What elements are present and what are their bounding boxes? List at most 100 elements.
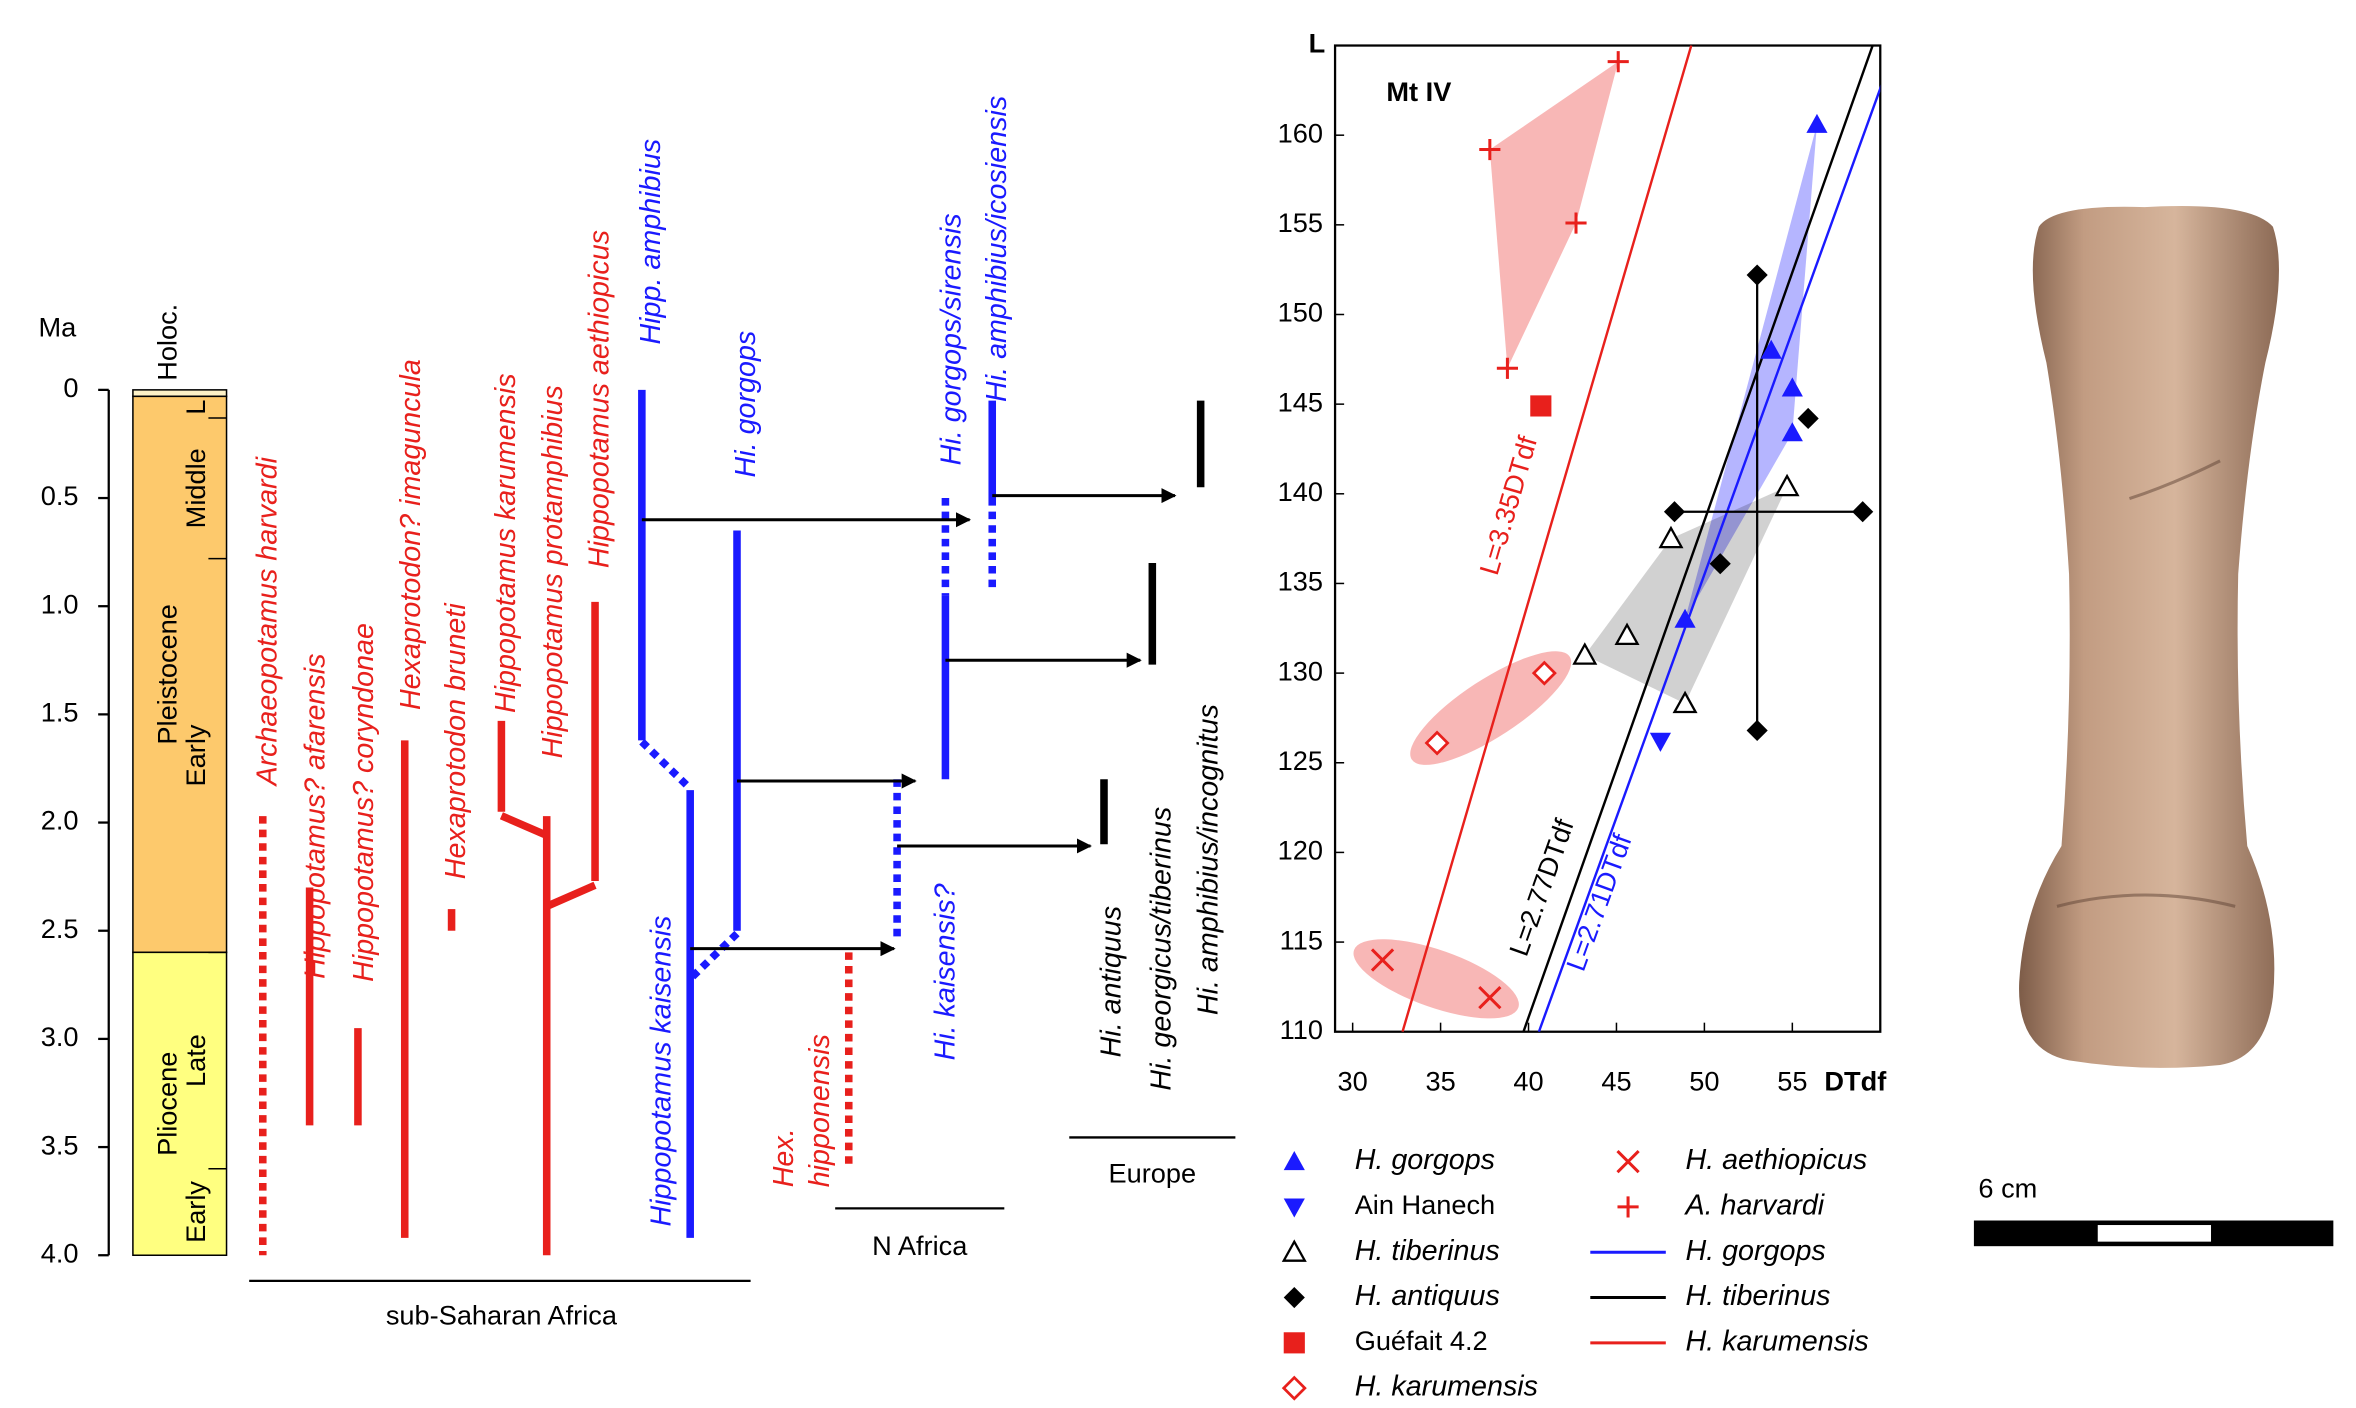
legend-label: H. gorgops xyxy=(1355,1144,1495,1176)
plot-frame xyxy=(1333,44,1882,1033)
taxon-label: Hex. xyxy=(768,1128,800,1187)
y-tick-label: 2.5 xyxy=(41,913,79,944)
stage-label: Late xyxy=(180,1034,211,1087)
taxon-label: Archaeopotamus harvardi xyxy=(251,455,283,787)
scale-label: 6 cm xyxy=(1978,1172,2037,1203)
legend-label: Guéfait 4.2 xyxy=(1355,1325,1488,1356)
taxon-label: Hexaprotodon? imaguncula xyxy=(395,359,427,710)
y-tick-label: 150 xyxy=(1278,297,1323,328)
legend-marker xyxy=(1617,1196,1639,1218)
group-ellipse xyxy=(1353,939,1519,1019)
epoch-label: Pliocene xyxy=(151,1052,182,1156)
stage-label: Early xyxy=(180,1181,211,1243)
legend-label: Ain Hanech xyxy=(1355,1189,1495,1220)
y-tick-label: 155 xyxy=(1278,207,1323,238)
group-hull xyxy=(1489,61,1619,369)
data-point xyxy=(1674,608,1696,628)
data-point xyxy=(1797,407,1819,430)
x-tick-label: 55 xyxy=(1777,1065,1807,1096)
taxon-label: Hippopotamus? coryndonae xyxy=(348,623,380,982)
data-point xyxy=(1614,622,1640,646)
legend-label: H. tiberinus xyxy=(1355,1235,1500,1267)
legend-label: H. antiquus xyxy=(1355,1280,1500,1312)
y-tick-label: 2.0 xyxy=(41,805,79,836)
line-label: L=2.71DTdf xyxy=(1560,830,1638,975)
regression-line xyxy=(1537,85,1881,1032)
region-label: Europe xyxy=(1109,1157,1197,1188)
branch-connector xyxy=(639,739,693,792)
taxon-label: Hipp. amphibius xyxy=(635,139,667,345)
scatter-chart: 30 35 40 45 50 55 110 115 120 125 130 135 140 145 150 1… xyxy=(1278,28,1888,1403)
y-tick-label: 115 xyxy=(1280,924,1323,955)
x-axis-label: DTdf xyxy=(1824,1065,1887,1096)
y-tick-label: 125 xyxy=(1278,745,1323,776)
y-tick-label: 1.0 xyxy=(41,588,79,619)
y-tick-label: 120 xyxy=(1278,835,1323,866)
y-tick-label: 0.5 xyxy=(41,480,79,511)
legend-marker xyxy=(1281,1239,1307,1262)
legend-label: H. gorgops xyxy=(1685,1235,1825,1267)
holocene-box xyxy=(132,389,228,398)
data-point xyxy=(1760,339,1782,359)
region-label: sub-Saharan Africa xyxy=(386,1299,618,1330)
taxon-label: Hi. antiquus xyxy=(1096,906,1128,1058)
error-bar-end xyxy=(1746,264,1768,286)
data-point xyxy=(1658,525,1684,549)
data-point xyxy=(1424,730,1450,756)
branch-connector xyxy=(499,812,549,839)
bone-shadow xyxy=(2056,459,2236,908)
regression-line xyxy=(1401,45,1693,1032)
branch-connector xyxy=(687,930,740,982)
x-tick-label: 30 xyxy=(1338,1065,1368,1096)
y-tick-label: 3.0 xyxy=(41,1021,79,1052)
y-tick-label: 0 xyxy=(63,372,78,403)
legend-label: H. aethiopicus xyxy=(1685,1144,1867,1176)
y-tick-label: 3.5 xyxy=(41,1129,79,1160)
epoch-label: Pleistocene xyxy=(151,604,182,744)
legend-marker xyxy=(1283,1332,1305,1354)
stage-label: Early xyxy=(180,724,211,786)
y-tick-label: 160 xyxy=(1278,117,1323,148)
data-point xyxy=(1478,986,1502,1010)
epoch-box xyxy=(132,395,228,954)
y-tick-label: 1.5 xyxy=(41,697,79,728)
data-point xyxy=(1672,690,1698,714)
data-point xyxy=(1649,732,1672,752)
data-point xyxy=(1530,395,1552,417)
error-bar-end xyxy=(1746,719,1768,742)
y-tick-label: 110 xyxy=(1280,1014,1323,1045)
data-point xyxy=(1781,422,1803,442)
x-tick-label: 40 xyxy=(1513,1065,1543,1096)
taxon-label: hipponensis xyxy=(804,1034,836,1187)
photo: 6 cm xyxy=(1973,205,2334,1247)
taxon-label: Hi. amphibius/incognitus xyxy=(1192,704,1224,1015)
chart-title: Mt IV xyxy=(1386,76,1451,107)
taxon-label: Hi. kaisensis? xyxy=(930,883,962,1060)
y-tick-label: 145 xyxy=(1278,386,1323,417)
legend-marker xyxy=(1281,1375,1307,1401)
y-tick-label: 140 xyxy=(1278,476,1323,507)
data-point xyxy=(1565,212,1587,234)
taxon-label: Hippopotamus kaisensis xyxy=(646,916,678,1227)
data-point xyxy=(1572,642,1598,665)
scale-bar-segment xyxy=(2097,1225,2212,1242)
epoch-box xyxy=(132,951,228,1256)
taxon-label: Hexaprotodon bruneti xyxy=(440,602,472,880)
group-ellipse xyxy=(1410,651,1572,765)
error-bar-end xyxy=(1663,501,1686,523)
regression-line xyxy=(1522,45,1874,1032)
stage-label: Middle xyxy=(180,448,211,528)
y-tick-label: 135 xyxy=(1278,566,1323,597)
taxon-label: Hippopotamus protamphibius xyxy=(537,385,569,758)
branch-connector xyxy=(545,881,597,910)
legend-marker xyxy=(1283,1198,1305,1218)
legend-label: H. karumensis xyxy=(1685,1325,1868,1357)
y-tick-label: 4.0 xyxy=(41,1237,79,1268)
range-chart: Ma 0 0.5 1.0 1.5 2.0 2.5 3.0 3.5 4.0 Holoc. Pleisto… xyxy=(39,96,1236,1330)
x-tick-label: 50 xyxy=(1689,1065,1719,1096)
taxon-label: Hi. amphibius/icosiensis xyxy=(981,96,1013,402)
taxon-label: Hi. gorgops xyxy=(730,331,762,478)
taxon-label: Hi. gorgops/sirensis xyxy=(936,213,968,465)
